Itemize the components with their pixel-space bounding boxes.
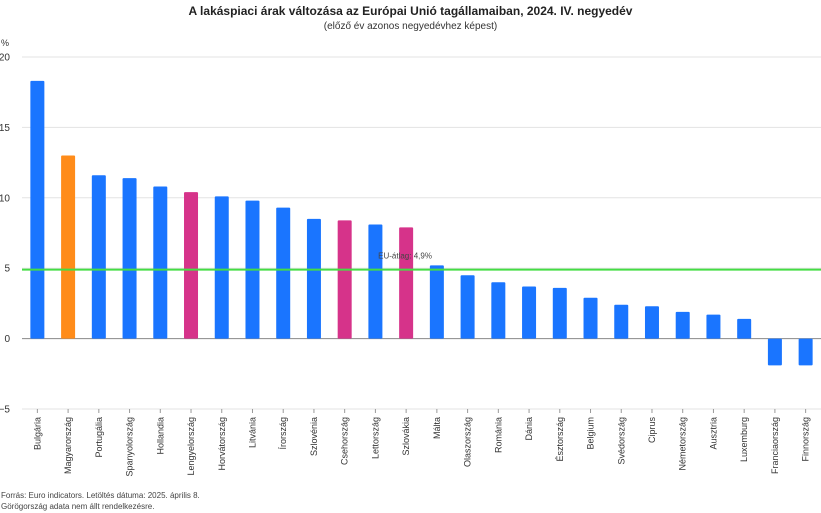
- x-tick-label: Dánia: [524, 417, 534, 441]
- bar: [122, 178, 137, 339]
- y-tick-label: 20: [0, 53, 10, 64]
- grid-layer: [22, 56, 821, 410]
- x-tick-label: Lettország: [370, 417, 380, 459]
- y-tick-label: 10: [0, 193, 10, 204]
- x-tick-label: Németország: [678, 417, 688, 471]
- footer: Forrás: Euro indicators. Letöltés dátuma…: [1, 490, 200, 512]
- bar: [491, 282, 506, 339]
- x-tick-label: Horvátország: [217, 417, 227, 471]
- y-tick-label: 15: [0, 123, 10, 134]
- bar: [153, 186, 168, 339]
- x-tick-label: Portugália: [94, 417, 104, 458]
- bar: [30, 80, 45, 339]
- x-tick-label: Franciaország: [770, 417, 780, 474]
- bar: [583, 297, 598, 339]
- bar: [429, 265, 444, 339]
- x-tick-label: Csehország: [340, 417, 350, 465]
- missing-data-note: Görögország adata nem állt rendelkezésre…: [1, 502, 155, 511]
- bar: [798, 338, 813, 366]
- x-tick-label: Málta: [432, 417, 442, 439]
- reference-layer: EU-átlag: 4,9%: [22, 252, 821, 271]
- bar: [337, 220, 352, 339]
- bar: [91, 175, 106, 339]
- x-tick-label: Lengyelország: [186, 417, 196, 476]
- bar: [184, 192, 199, 339]
- x-tick-label: Bulgária: [32, 417, 42, 450]
- x-tick-label: Románia: [493, 417, 503, 453]
- x-tick-label: Észtország: [555, 417, 565, 462]
- x-tick-label: Finnország: [801, 417, 811, 462]
- x-tick-label: Szlovákia: [401, 417, 411, 456]
- source-note: Forrás: Euro indicators. Letöltés dátuma…: [1, 491, 200, 500]
- bar: [306, 218, 321, 339]
- x-tick-label: Litvánia: [247, 417, 257, 448]
- y-tick-label: 5: [4, 264, 10, 275]
- bar: [675, 311, 690, 339]
- chart-title: A lakáspiaci árak változása az Európai U…: [188, 4, 633, 18]
- chart-subtitle: (előző év azonos negyedévhez képest): [323, 21, 498, 32]
- x-tick-layer: Bulgária Magyarország Portugália Spanyolors…: [32, 409, 811, 477]
- x-tick-label: Luxemburg: [739, 417, 749, 462]
- x-tick-label: Írország: [278, 417, 288, 450]
- y-tick-layer: 20 15 10 5 0 −5: [0, 53, 10, 416]
- x-tick-label: Magyarország: [63, 417, 73, 474]
- bar: [614, 304, 629, 339]
- bar: [552, 287, 567, 339]
- eu-average-label: EU-átlag: 4,9%: [378, 252, 432, 261]
- bar: [706, 314, 721, 339]
- bar-layer: [30, 80, 813, 366]
- x-tick-label: Spanyolország: [125, 417, 135, 477]
- bar: [767, 338, 782, 366]
- x-tick-label: Olaszország: [463, 417, 473, 467]
- bar: [522, 286, 537, 339]
- x-tick-label: Svédország: [616, 417, 626, 465]
- x-tick-label: Ciprus: [647, 417, 657, 444]
- y-tick-label: −5: [0, 405, 10, 416]
- y-tick-label: 0: [4, 334, 10, 345]
- bar: [737, 318, 752, 339]
- x-tick-label: Belgium: [586, 417, 596, 450]
- y-axis-unit-label: %: [1, 38, 10, 48]
- x-tick-label: Szlovénia: [309, 417, 319, 456]
- bar: [644, 306, 659, 339]
- bar: [368, 224, 383, 339]
- bar: [214, 196, 229, 339]
- bar: [61, 155, 76, 339]
- bar: [399, 227, 414, 339]
- x-tick-label: Hollandia: [155, 417, 165, 455]
- bar: [460, 275, 475, 339]
- x-tick-label: Ausztria: [708, 417, 718, 450]
- bar: [276, 207, 291, 339]
